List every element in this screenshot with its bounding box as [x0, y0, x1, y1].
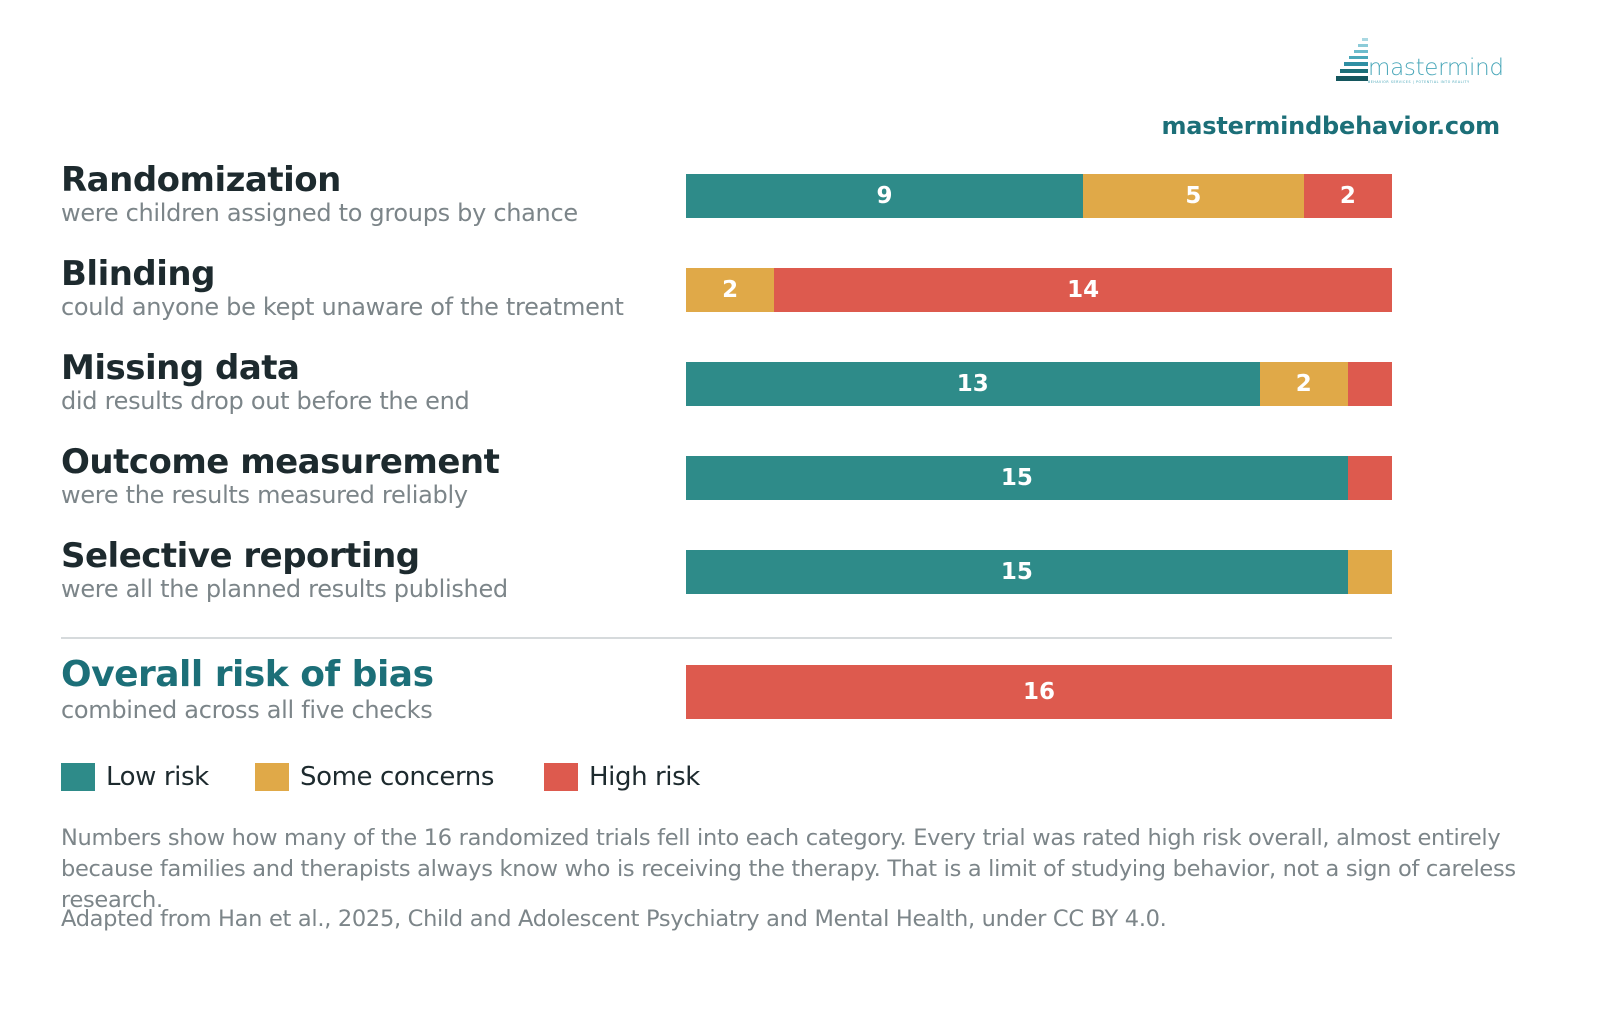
bar-missing-data-low-segment: 13 [686, 362, 1260, 406]
bar-outcome-measurement-low-value-label: 15 [1000, 465, 1033, 491]
bar-missing-data-high-segment [1347, 362, 1392, 406]
bar-blinding-high-segment: 14 [774, 268, 1392, 312]
bar-outcome-measurement: 15 [686, 456, 1392, 500]
overall-subtitle: combined across all five checks [61, 696, 433, 724]
row-title-randomization: Randomization [61, 160, 341, 200]
legend-label-some: Some concerns [300, 762, 495, 792]
bar-randomization: 9 5 2 [686, 174, 1392, 218]
bar-blinding-high-value-label: 14 [1067, 277, 1100, 303]
bar-missing-data-low-value-label: 13 [956, 371, 989, 397]
bar-selective-reporting-some-segment [1347, 550, 1392, 594]
row-subtitle-randomization: were children assigned to groups by chan… [61, 199, 578, 227]
row-title-outcome-measurement: Outcome measurement [61, 442, 500, 482]
logo-wordmark: mastermind [1368, 55, 1504, 81]
row-title-blinding: Blinding [61, 254, 215, 294]
row-randomization: Randomization were children assigned to g… [61, 160, 1401, 230]
overall-bar: 16 [686, 665, 1392, 719]
bar-randomization-low-segment: 9 [686, 174, 1084, 218]
site-link[interactable]: mastermindbehavior.com [1161, 112, 1500, 140]
row-subtitle-outcome-measurement: were the results measured reliably [61, 481, 468, 509]
bar-randomization-some-segment: 5 [1083, 174, 1304, 218]
bar-missing-data-some-value-label: 2 [1295, 371, 1312, 397]
legend-label-high: High risk [589, 762, 700, 792]
legend-swatch-some [255, 763, 289, 791]
bar-outcome-measurement-high-segment [1347, 456, 1392, 500]
bar-selective-reporting-low-value-label: 15 [1000, 559, 1033, 585]
overall-divider [61, 637, 1392, 639]
legend-label-low: Low risk [106, 762, 209, 792]
row-missing-data: Missing data did results drop out before … [61, 348, 1401, 418]
bar-randomization-high-segment: 2 [1303, 174, 1392, 218]
bar-randomization-low-value-label: 9 [876, 183, 893, 209]
source-credit: Adapted from Han et al., 2025, Child and… [61, 906, 1167, 932]
row-subtitle-missing-data: did results drop out before the end [61, 387, 470, 415]
row-subtitle-blinding: could anyone be kept unaware of the trea… [61, 293, 624, 321]
bar-blinding-some-value-label: 2 [722, 277, 739, 303]
bar-selective-reporting-low-segment: 15 [686, 550, 1348, 594]
stairs-icon [1336, 38, 1368, 81]
row-blinding: Blinding could anyone be kept unaware of … [61, 254, 1401, 324]
bar-randomization-high-value-label: 2 [1339, 183, 1356, 209]
row-selective-reporting: Selective reporting were all the planned … [61, 536, 1401, 606]
row-subtitle-selective-reporting: were all the planned results published [61, 575, 508, 603]
bar-outcome-measurement-low-segment: 15 [686, 456, 1348, 500]
bar-missing-data: 13 2 [686, 362, 1392, 406]
footnote: Numbers show how many of the 16 randomiz… [61, 825, 1516, 913]
legend-swatch-low [61, 763, 95, 791]
overall-row: Overall risk of bias combined across all… [61, 655, 1401, 725]
row-title-selective-reporting: Selective reporting [61, 536, 420, 576]
overall-bar-high-value-label: 16 [1022, 679, 1055, 705]
bar-blinding-some-segment: 2 [686, 268, 775, 312]
bar-selective-reporting: 15 [686, 550, 1392, 594]
row-title-missing-data: Missing data [61, 348, 300, 388]
row-outcome-measurement: Outcome measurement were the results meas… [61, 442, 1401, 512]
bar-missing-data-some-segment: 2 [1259, 362, 1348, 406]
bar-blinding: 2 14 [686, 268, 1392, 312]
overall-bar-high-segment: 16 [686, 665, 1392, 719]
brand-logo: mastermind BEHAVIOR SERVICES | POTENTIAL… [1336, 36, 1504, 88]
legend-swatch-high [544, 763, 578, 791]
logo-tagline: BEHAVIOR SERVICES | POTENTIAL INTO REALI… [1368, 80, 1470, 84]
bar-randomization-some-value-label: 5 [1185, 183, 1202, 209]
overall-title: Overall risk of bias [61, 654, 434, 695]
